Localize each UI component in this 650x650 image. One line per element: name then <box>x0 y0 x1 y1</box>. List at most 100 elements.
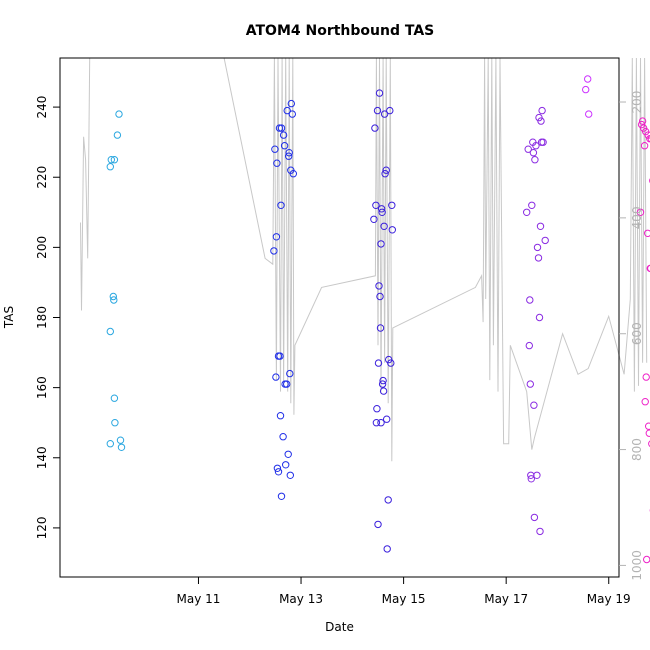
data-point <box>388 201 396 210</box>
data-point <box>272 233 281 241</box>
data-point <box>637 120 646 129</box>
y-tick-label: 220 <box>35 166 49 189</box>
data-point <box>376 324 385 332</box>
data-point <box>644 229 650 237</box>
y-tick-label: 120 <box>35 516 49 539</box>
data-point <box>584 75 592 83</box>
data-point <box>373 106 382 115</box>
data-point <box>531 156 539 164</box>
data-point <box>642 373 650 381</box>
y2-tick-label: 200 <box>630 91 644 114</box>
data-point <box>111 419 119 427</box>
data-point <box>270 247 278 255</box>
y-tick-label: 240 <box>35 96 49 119</box>
data-point <box>383 415 391 423</box>
data-point <box>276 412 285 420</box>
data-point <box>110 394 119 402</box>
data-point <box>534 254 543 262</box>
x-tick-label: May 13 <box>279 592 323 606</box>
data-point <box>106 440 115 448</box>
data-point <box>641 398 649 406</box>
data-point <box>377 240 385 248</box>
data-point <box>117 443 126 451</box>
data-point <box>645 429 650 437</box>
data-point <box>377 205 386 213</box>
data-point <box>380 222 388 231</box>
data-point <box>386 106 394 115</box>
data-point <box>537 117 545 125</box>
series-3 <box>370 89 396 553</box>
data-point <box>533 471 541 479</box>
data-point <box>276 352 284 360</box>
data-point <box>530 401 538 409</box>
data-point <box>377 419 385 427</box>
data-point <box>526 380 534 388</box>
data-point <box>282 461 290 469</box>
data-point <box>375 282 383 290</box>
x-tick-label: May 19 <box>587 592 631 606</box>
data-point <box>535 113 543 122</box>
x-tick-label: May 11 <box>177 592 221 606</box>
data-point <box>288 110 296 118</box>
y2-tick-label: 800 <box>630 438 644 461</box>
data-point <box>283 380 291 388</box>
data-point <box>283 106 291 115</box>
series-2 <box>270 99 297 500</box>
data-point <box>381 170 389 178</box>
data-point <box>375 89 384 97</box>
data-point <box>275 124 284 132</box>
data-point <box>272 373 280 381</box>
data-point <box>115 110 123 118</box>
chart-title: ATOM4 Northbound TAS <box>246 23 435 39</box>
data-point <box>372 419 381 427</box>
series-1 <box>106 110 126 451</box>
data-point <box>106 163 115 171</box>
data-point <box>382 166 390 174</box>
data-point <box>533 243 542 252</box>
data-point <box>277 492 286 500</box>
data-point <box>373 405 381 413</box>
data-point <box>380 110 389 118</box>
altitude-layer <box>80 57 648 462</box>
data-point <box>537 138 546 146</box>
data-point <box>527 475 535 483</box>
data-point <box>530 513 539 522</box>
data-point <box>280 142 289 150</box>
data-point <box>289 170 297 178</box>
data-point <box>646 264 650 273</box>
data-point <box>387 359 395 367</box>
data-point <box>643 555 650 564</box>
data-point <box>376 292 384 301</box>
data-point <box>535 313 544 322</box>
data-point <box>374 520 382 529</box>
data-point <box>388 226 396 234</box>
data-point <box>538 106 546 115</box>
data-point <box>371 124 379 132</box>
y2-tick-label: 1000 <box>630 550 644 581</box>
data-point <box>106 327 115 336</box>
data-point <box>536 222 545 231</box>
data-point <box>528 201 536 210</box>
series-5 <box>582 75 593 118</box>
data-point <box>109 292 118 301</box>
data-point <box>640 142 649 150</box>
data-point <box>273 464 282 472</box>
data-point <box>273 159 281 167</box>
data-point <box>529 149 538 157</box>
data-point <box>286 369 294 378</box>
x-tick-label: May 17 <box>484 592 528 606</box>
data-point <box>372 201 380 210</box>
data-point <box>378 208 386 217</box>
y-tick-label: 140 <box>35 446 49 469</box>
data-point <box>647 135 650 143</box>
data-point <box>374 359 383 367</box>
data-point <box>638 117 647 125</box>
data-point <box>287 99 295 108</box>
data-point <box>645 422 650 430</box>
data-point <box>286 471 294 479</box>
y2-tick-label: 600 <box>630 322 644 345</box>
altitude-line <box>80 57 648 462</box>
y-tick-label: 200 <box>35 236 49 259</box>
data-point <box>271 145 279 153</box>
data-point <box>107 156 116 164</box>
